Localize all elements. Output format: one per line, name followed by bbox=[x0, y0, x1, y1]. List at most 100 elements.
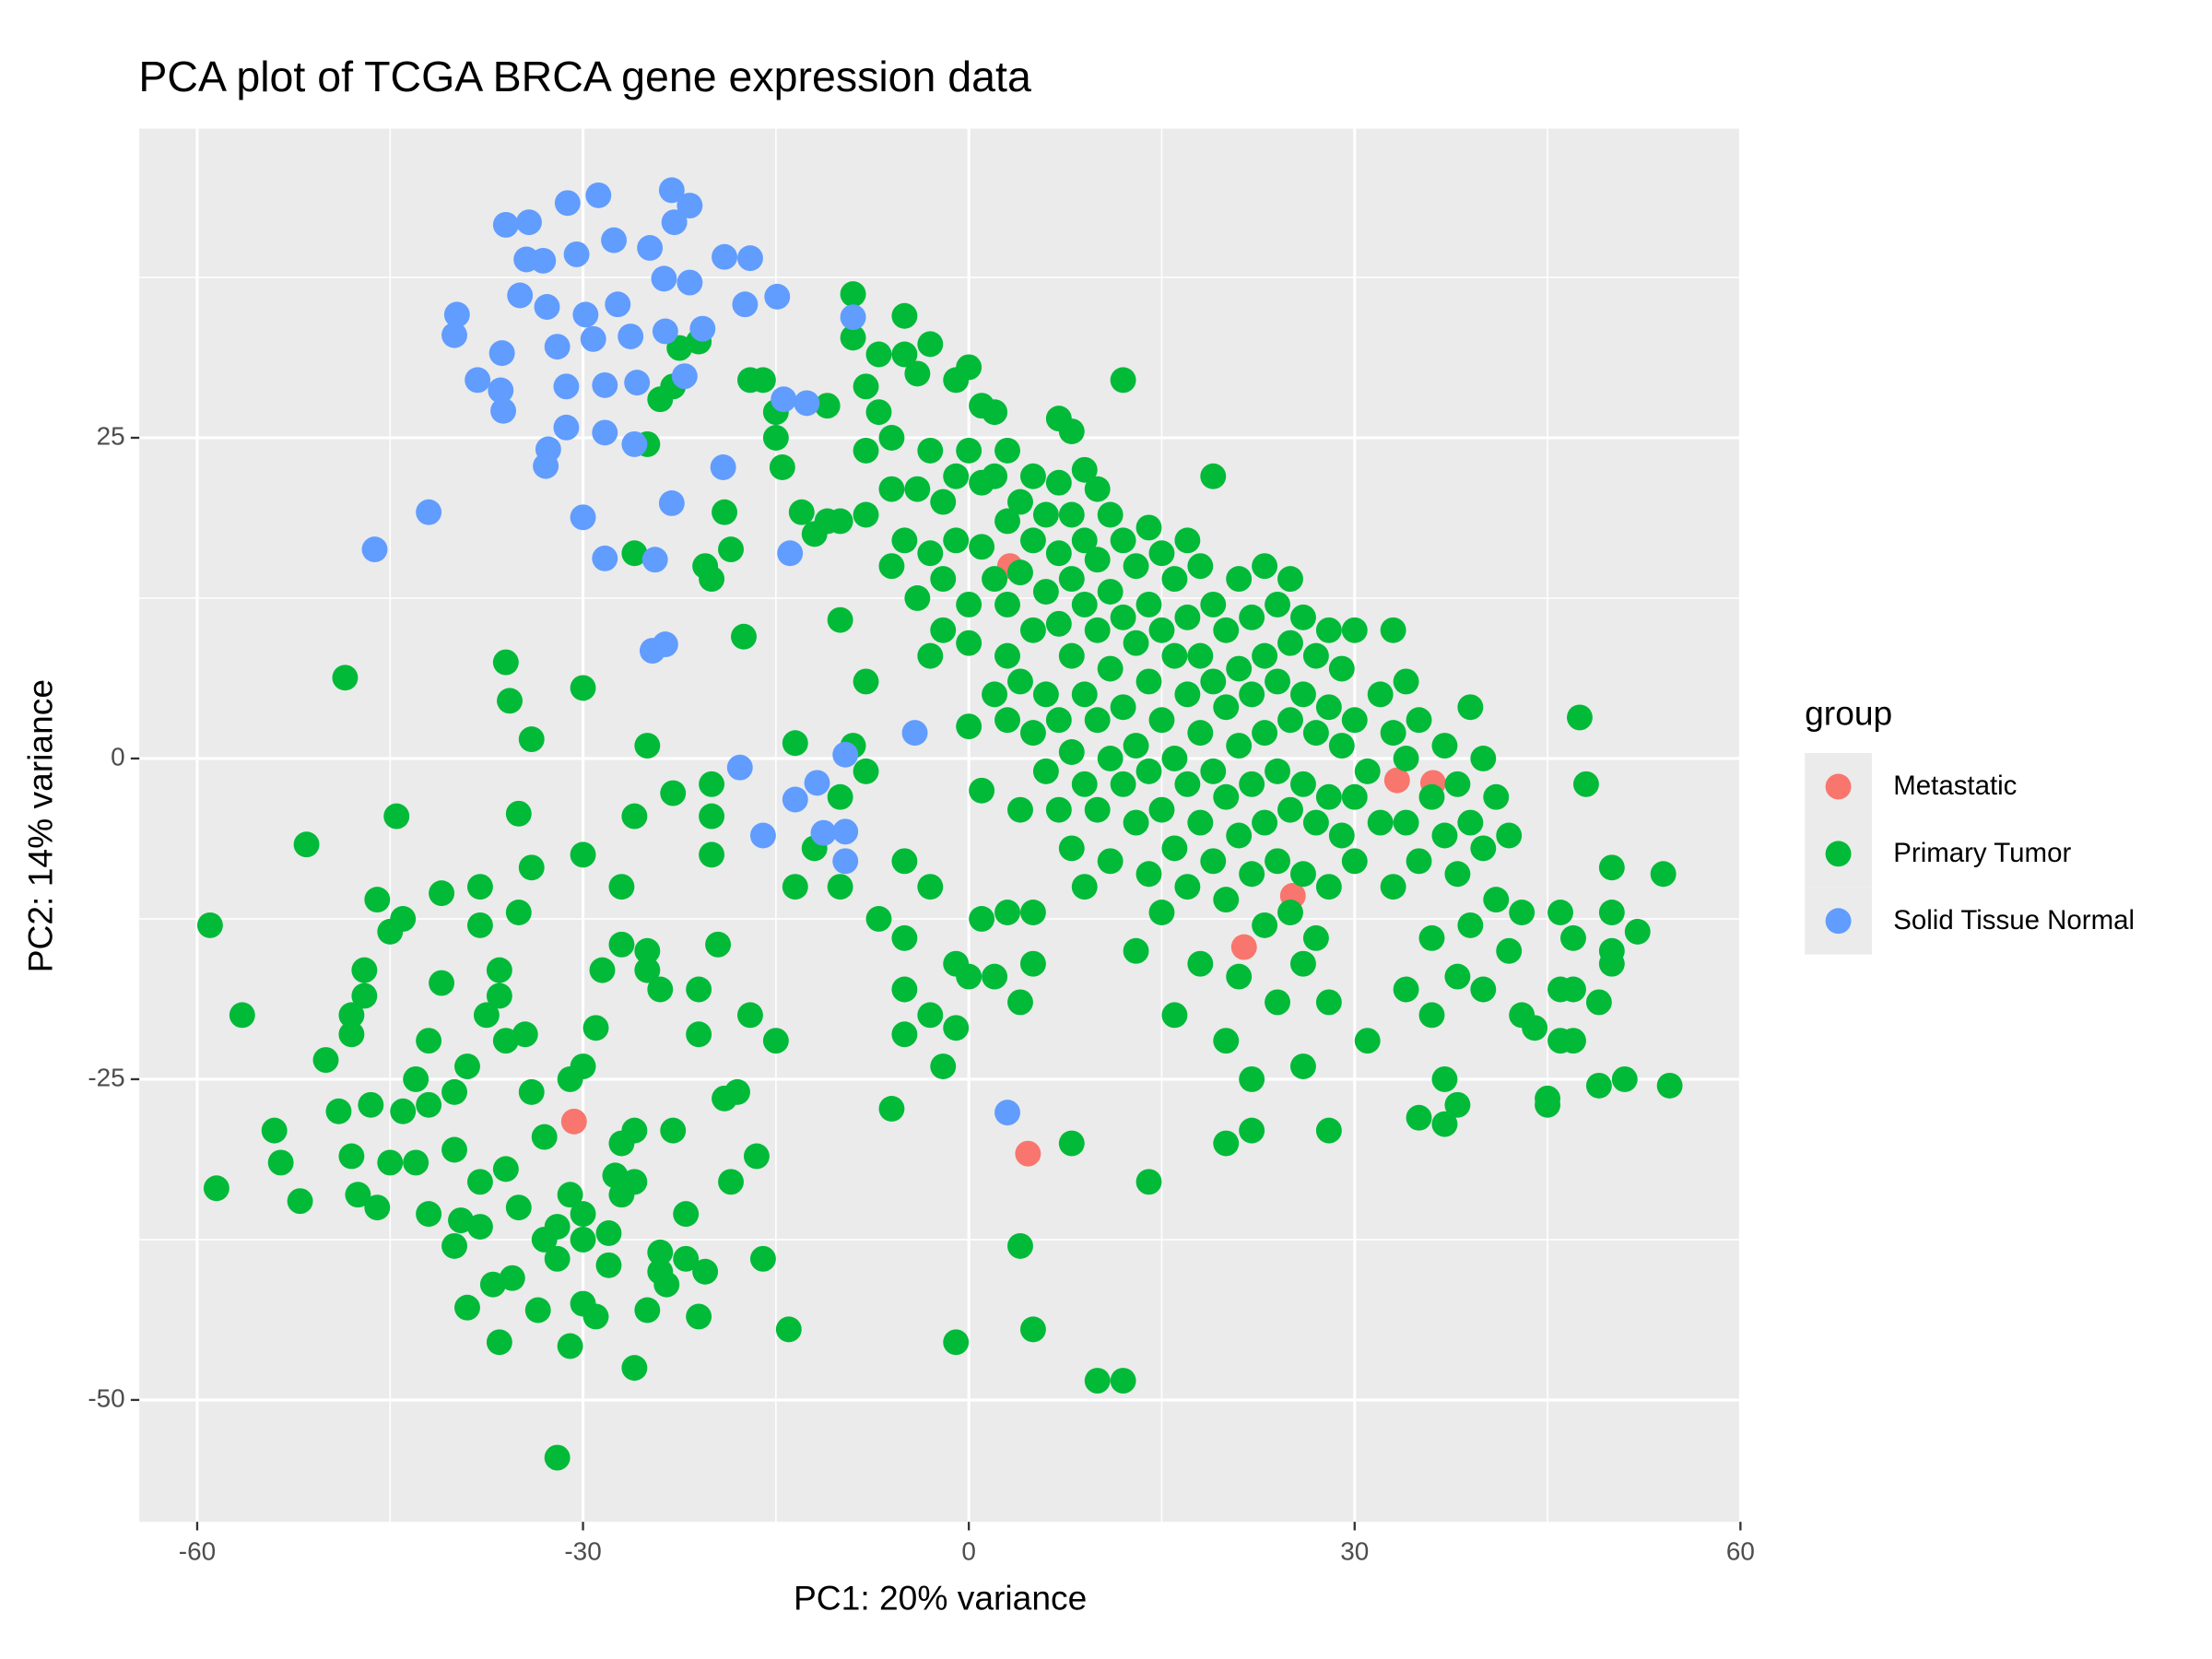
point bbox=[1226, 733, 1253, 759]
point bbox=[1071, 771, 1098, 797]
point bbox=[1007, 796, 1033, 823]
point bbox=[782, 874, 808, 900]
point bbox=[1123, 733, 1149, 759]
point bbox=[1354, 1028, 1381, 1054]
point bbox=[621, 1355, 648, 1382]
point bbox=[1174, 527, 1201, 554]
point bbox=[1509, 900, 1535, 925]
point bbox=[570, 841, 596, 868]
point bbox=[1032, 758, 1059, 784]
point bbox=[1019, 527, 1046, 554]
point bbox=[647, 1239, 674, 1265]
point bbox=[699, 566, 725, 593]
point bbox=[570, 1226, 596, 1253]
point bbox=[403, 1065, 429, 1092]
point bbox=[956, 963, 982, 990]
point bbox=[794, 390, 820, 417]
point bbox=[1431, 1111, 1458, 1137]
point bbox=[1187, 553, 1214, 580]
point bbox=[448, 1207, 474, 1234]
point bbox=[853, 668, 879, 695]
point bbox=[601, 227, 627, 253]
point bbox=[1470, 746, 1497, 771]
point bbox=[1535, 1091, 1561, 1118]
point bbox=[595, 1220, 622, 1246]
point bbox=[692, 1258, 719, 1285]
point bbox=[1239, 604, 1265, 630]
point bbox=[1418, 924, 1445, 951]
point bbox=[1135, 668, 1162, 695]
point bbox=[749, 367, 776, 394]
point bbox=[1058, 835, 1085, 862]
point bbox=[891, 976, 918, 1003]
point bbox=[1084, 707, 1111, 734]
point bbox=[634, 733, 661, 759]
point bbox=[621, 1169, 648, 1195]
point bbox=[1383, 767, 1410, 794]
point bbox=[1123, 553, 1149, 580]
point bbox=[1265, 668, 1290, 695]
point bbox=[1277, 629, 1303, 656]
point bbox=[673, 1245, 700, 1272]
point bbox=[592, 419, 618, 446]
point bbox=[1239, 771, 1265, 797]
point bbox=[570, 504, 596, 531]
y-tick-label: 0 bbox=[111, 742, 125, 771]
point bbox=[731, 623, 757, 650]
point bbox=[429, 880, 455, 907]
point bbox=[1084, 617, 1111, 643]
point bbox=[499, 1265, 525, 1291]
point bbox=[364, 1194, 391, 1221]
point bbox=[1148, 796, 1175, 823]
legend-label: Metastatic bbox=[1893, 771, 2017, 801]
point bbox=[261, 1117, 288, 1144]
point bbox=[1277, 566, 1303, 593]
point bbox=[531, 1124, 558, 1150]
chart-title: PCA plot of TCGA BRCA gene expression da… bbox=[138, 53, 1031, 100]
point bbox=[560, 1108, 587, 1135]
point bbox=[479, 1271, 506, 1298]
point bbox=[1148, 900, 1175, 925]
point bbox=[712, 499, 737, 525]
point bbox=[726, 754, 753, 781]
point bbox=[1200, 758, 1227, 784]
point bbox=[699, 803, 725, 830]
point bbox=[621, 803, 648, 830]
point bbox=[595, 1252, 622, 1278]
point bbox=[377, 1149, 404, 1176]
y-tick-label: -50 bbox=[88, 1383, 124, 1412]
point bbox=[1200, 463, 1227, 489]
point bbox=[1084, 796, 1111, 823]
point bbox=[1598, 950, 1625, 977]
point bbox=[1367, 809, 1394, 836]
point bbox=[982, 963, 1008, 990]
point bbox=[1071, 527, 1098, 554]
point bbox=[1045, 540, 1072, 567]
point bbox=[544, 334, 571, 360]
series-points bbox=[196, 281, 1683, 1471]
point bbox=[1213, 887, 1240, 913]
point bbox=[1547, 900, 1573, 925]
point bbox=[904, 360, 931, 387]
point bbox=[1110, 1368, 1136, 1394]
point bbox=[634, 957, 661, 983]
point bbox=[1341, 783, 1368, 810]
point bbox=[1097, 848, 1124, 875]
point bbox=[358, 1091, 384, 1118]
point bbox=[1097, 655, 1124, 682]
point bbox=[1084, 476, 1111, 502]
point bbox=[1161, 1002, 1188, 1029]
y-tick-label: 25 bbox=[97, 421, 125, 450]
legend-marker bbox=[1825, 908, 1852, 935]
point bbox=[580, 325, 606, 352]
point bbox=[814, 393, 841, 419]
point bbox=[930, 566, 957, 593]
point bbox=[1624, 918, 1651, 945]
legend-title: group bbox=[1805, 694, 1892, 733]
point bbox=[1148, 617, 1175, 643]
point bbox=[1045, 469, 1072, 496]
point bbox=[661, 209, 688, 236]
point bbox=[917, 437, 944, 464]
point bbox=[840, 304, 866, 331]
point bbox=[582, 1015, 609, 1041]
